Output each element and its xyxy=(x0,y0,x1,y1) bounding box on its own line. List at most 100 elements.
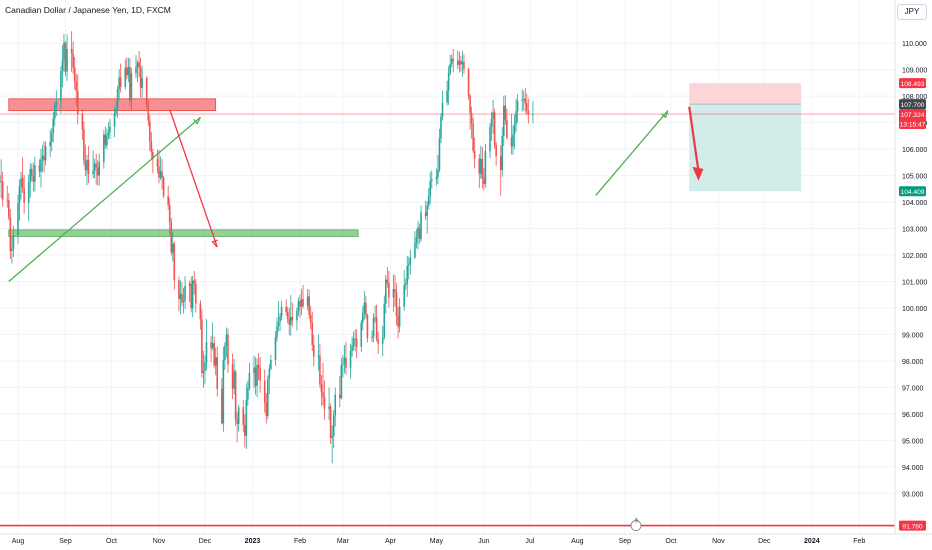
candle-body xyxy=(280,306,283,317)
candle-body xyxy=(191,280,194,309)
candle-body xyxy=(171,243,174,253)
candle-body xyxy=(156,159,159,167)
candle-body xyxy=(483,178,485,185)
candle-body xyxy=(161,171,163,178)
price-tick-label: 105.000 xyxy=(902,174,927,181)
candle-body xyxy=(409,257,412,265)
candle-body xyxy=(265,402,268,416)
position-target-zone[interactable] xyxy=(689,104,802,192)
candle-body xyxy=(170,222,173,253)
candle-body xyxy=(9,217,12,252)
candle-body xyxy=(95,163,97,168)
candle-body xyxy=(481,158,484,179)
candle-body xyxy=(435,177,438,180)
candle-body xyxy=(147,105,150,121)
candle-body xyxy=(311,322,314,346)
support-zone[interactable] xyxy=(8,229,359,237)
candle-body xyxy=(521,99,523,101)
symbol-title[interactable]: Canadian Dollar / Japanese Yen, 1D, FXCM xyxy=(5,5,171,15)
candle-body xyxy=(484,151,487,185)
candle-body xyxy=(319,355,321,385)
candle-body xyxy=(247,388,249,400)
candle-body xyxy=(248,373,251,389)
trendline-down[interactable] xyxy=(169,109,218,248)
candle-body xyxy=(420,212,422,240)
price-tick-label: 99.000 xyxy=(902,332,924,339)
candle-body xyxy=(127,67,130,76)
candle-body xyxy=(440,117,442,139)
candle-body xyxy=(372,318,375,337)
candle-body xyxy=(83,129,85,161)
candle-body xyxy=(371,336,373,339)
price-label-text: 104.409 xyxy=(901,189,925,196)
candle-body xyxy=(32,176,35,182)
candle-body xyxy=(417,227,419,238)
candle-body xyxy=(276,326,278,338)
price-label-text: 107.324 xyxy=(901,112,925,119)
price-tick-label: 94.000 xyxy=(902,465,924,472)
candle-body xyxy=(297,301,300,311)
trendline-up[interactable] xyxy=(8,116,201,282)
candle-body xyxy=(320,384,323,393)
countdown-text: 13:15:47 xyxy=(900,122,926,129)
candle-body xyxy=(446,90,448,103)
candle-body xyxy=(173,243,176,281)
candle-body xyxy=(499,156,502,171)
candle-body xyxy=(92,170,94,174)
candle-body xyxy=(86,159,88,171)
price-label xyxy=(899,520,926,531)
currency-button[interactable]: JPY xyxy=(897,4,927,20)
candle-body xyxy=(403,285,405,307)
candle-body xyxy=(213,343,215,366)
candle-body xyxy=(242,407,245,425)
candle-body xyxy=(516,100,519,112)
candle-body xyxy=(254,367,257,386)
resistance-zone[interactable] xyxy=(8,98,217,112)
candle-body xyxy=(214,357,217,366)
candle-body xyxy=(210,342,212,348)
candle-body xyxy=(18,186,21,203)
candle-body xyxy=(406,265,409,284)
candle-body xyxy=(224,345,226,361)
candle-body xyxy=(397,316,399,327)
forecast-arrow-shaft[interactable] xyxy=(688,106,700,172)
candle-body xyxy=(236,419,238,424)
alert-icon[interactable] xyxy=(630,520,642,531)
time-axis[interactable] xyxy=(0,534,932,550)
candle-body xyxy=(506,119,508,138)
candle-body xyxy=(225,334,228,346)
candle-body xyxy=(309,314,312,323)
candle-body xyxy=(113,113,116,127)
candle-body xyxy=(11,249,13,252)
candle-body xyxy=(75,81,78,91)
candle-body xyxy=(470,113,473,124)
candle-body xyxy=(52,118,55,133)
candle-body xyxy=(115,108,117,114)
trendline-arrowhead xyxy=(193,117,201,125)
candle-body xyxy=(426,205,428,217)
candle-body xyxy=(61,60,64,71)
price-tick-label: 97.000 xyxy=(902,385,924,392)
candle-body xyxy=(152,152,154,160)
candle-body xyxy=(263,380,266,403)
chart-grid xyxy=(0,0,895,533)
price-axis[interactable] xyxy=(895,0,932,550)
candle-body xyxy=(43,155,45,161)
candle-body xyxy=(352,338,355,346)
candle-body xyxy=(334,394,337,416)
candle-body xyxy=(141,77,143,88)
trendline-up[interactable] xyxy=(595,110,669,196)
candle-body xyxy=(345,357,347,368)
candle-body xyxy=(478,158,481,174)
candle-body xyxy=(374,317,376,319)
chart-drawings-front[interactable] xyxy=(0,106,895,531)
candle-body xyxy=(274,337,277,361)
candle-body xyxy=(27,182,30,203)
candle-body xyxy=(362,312,364,323)
candle-body xyxy=(20,178,22,187)
candle-body xyxy=(463,61,465,69)
position-stop-zone[interactable] xyxy=(689,83,802,105)
price-label xyxy=(899,99,926,110)
